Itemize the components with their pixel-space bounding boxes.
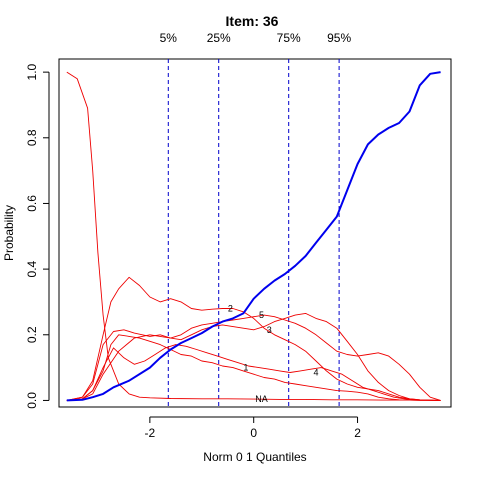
curve-label: 5 [259, 310, 264, 320]
quantile-label: 95% [327, 31, 351, 45]
y-tick-label: 0.0 [25, 392, 39, 409]
option-curve [66, 312, 441, 401]
quantile-label: 5% [160, 31, 178, 45]
option-curve [66, 334, 441, 401]
x-axis-label: Norm 0 1 Quantiles [203, 450, 306, 464]
option-curve [66, 344, 441, 401]
plot-frame [58, 58, 452, 408]
curve-label: 4 [313, 368, 318, 378]
option-curve [66, 314, 441, 401]
option-curve [66, 71, 441, 401]
y-axis: 0.0 0.2 0.4 0.6 0.8 1.0 [25, 63, 50, 409]
x-axis: -2 0 2 [145, 416, 361, 440]
chart-title: Item: 36 [226, 13, 279, 29]
y-tick-label: 0.6 [25, 195, 39, 212]
x-tick-label: 0 [250, 426, 257, 440]
curve-label: 3 [267, 325, 272, 335]
y-tick-label: 0.4 [25, 260, 39, 277]
option-curve [66, 276, 441, 401]
curves [66, 71, 441, 402]
expected-score-curve [66, 71, 441, 402]
quantile-labels: 5% 25% 75% 95% [160, 31, 352, 45]
quantile-label: 25% [207, 31, 231, 45]
curve-labels: 2 53 1 4 NA [228, 304, 319, 404]
y-tick-label: 0.2 [25, 326, 39, 343]
y-tick-label: 1.0 [25, 63, 39, 80]
quantile-lines [167, 59, 340, 407]
x-tick-label: 2 [354, 426, 361, 440]
curve-label: 1 [243, 363, 248, 373]
x-tick-label: -2 [145, 426, 156, 440]
quantile-label: 75% [277, 31, 301, 45]
curve-label: NA [255, 394, 268, 404]
curve-label: 2 [228, 304, 233, 314]
y-axis-label: Probability [2, 205, 16, 261]
y-tick-label: 0.8 [25, 129, 39, 146]
